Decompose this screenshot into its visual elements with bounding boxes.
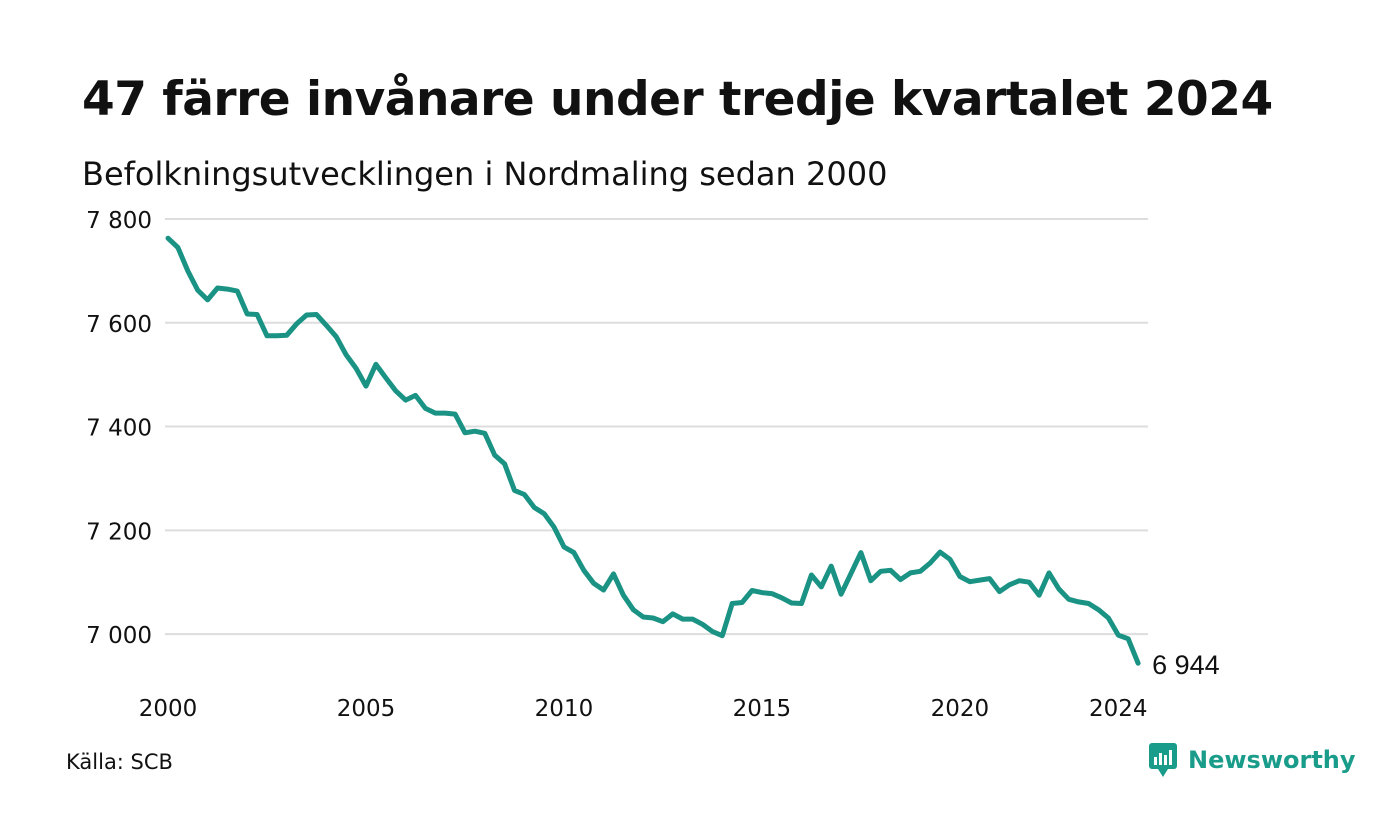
y-tick-label: 7 400 [86,416,152,442]
newsworthy-logo-icon [1149,743,1177,777]
x-tick-label: 2005 [337,696,396,722]
x-tick-label: 2010 [535,696,594,722]
brand-logo: Newsworthy [1148,742,1356,778]
y-tick-label: 7 800 [86,208,152,234]
chart-subtitle: Befolkningsutvecklingen i Nordmaling sed… [82,155,888,193]
x-tick-label: 2015 [733,696,792,722]
y-tick-label: 7 200 [86,519,152,545]
source-note: Källa: SCB [66,750,173,774]
x-tick-label: 2024 [1089,696,1148,722]
series-line [165,235,1141,666]
x-tick-label: 2020 [931,696,990,722]
y-tick-label: 7 600 [86,312,152,338]
end-value-label: 6 944 [1152,650,1220,680]
brand-name: Newsworthy [1188,746,1356,774]
y-tick-label: 7 000 [86,623,152,649]
x-tick-label: 2000 [139,696,198,722]
chart-title: 47 färre invånare under tredje kvartalet… [82,72,1273,127]
